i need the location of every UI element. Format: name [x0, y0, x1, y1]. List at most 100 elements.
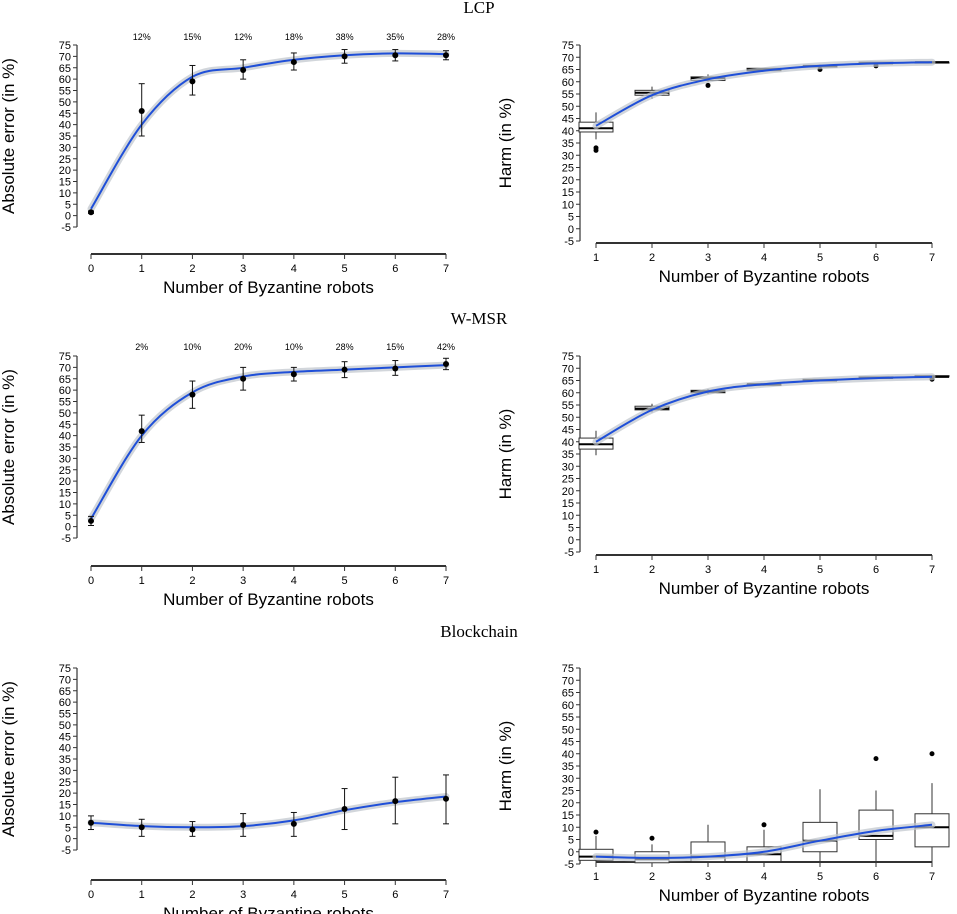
y-tick-label: 65	[59, 63, 71, 75]
x-tick-label: 4	[291, 889, 297, 901]
y-tick-label: 10	[562, 510, 574, 522]
y-tick-label: 60	[59, 697, 71, 709]
y-tick-label: -5	[564, 859, 574, 871]
x-tick-label: 7	[443, 889, 449, 901]
fit-line	[595, 61, 933, 127]
y-tick-label: 10	[59, 499, 71, 511]
y-tick-label: 5	[568, 523, 574, 535]
y-tick-label: 5	[65, 199, 71, 211]
x-tick-label: 0	[88, 889, 94, 901]
x-tick-label: 6	[392, 263, 398, 275]
y-tick-label: 75	[59, 351, 71, 363]
y-axis-title: Harm (in %)	[496, 721, 515, 812]
x-tick-label: 2	[189, 575, 195, 587]
percentage-label: 35%	[386, 32, 404, 42]
y-axis-title: Absolute error (in %)	[0, 369, 18, 525]
x-tick-label: 5	[342, 889, 348, 901]
data-point	[88, 517, 94, 524]
y-tick-label: 15	[59, 488, 71, 500]
x-tick-label: 3	[705, 871, 711, 883]
data-point	[341, 53, 348, 60]
y-tick-label: 25	[562, 163, 574, 175]
x-tick-label: 5	[342, 263, 348, 275]
outlier-point	[705, 82, 711, 88]
x-tick-label: 4	[761, 564, 767, 576]
y-tick-label: 70	[562, 52, 574, 64]
percentage-label: 18%	[285, 32, 303, 42]
percentage-label: 12%	[133, 32, 151, 42]
section-title-wmsr: W-MSR	[451, 309, 508, 328]
y-tick-label: 15	[562, 810, 574, 822]
y-tick-label: 55	[562, 89, 574, 101]
x-tick-label: 6	[873, 871, 879, 883]
y-tick-label: 15	[562, 498, 574, 510]
data-point	[392, 52, 399, 59]
y-tick-label: 0	[65, 522, 71, 534]
x-tick-label: 3	[240, 889, 246, 901]
y-tick-label: 70	[59, 51, 71, 63]
x-tick-label: 3	[705, 564, 711, 576]
x-axis-title: Number of Byzantine robots	[163, 904, 374, 914]
outlier-point	[593, 145, 599, 151]
y-tick-label: 65	[59, 686, 71, 698]
y-tick-label: 0	[65, 211, 71, 223]
y-tick-label: 20	[59, 165, 71, 177]
y-tick-label: 70	[562, 675, 574, 687]
y-tick-label: 30	[59, 453, 71, 465]
y-tick-label: 0	[568, 847, 574, 859]
y-tick-label: 60	[562, 700, 574, 712]
y-tick-label: 55	[59, 709, 71, 721]
x-tick-label: 4	[291, 575, 297, 587]
y-tick-label: 60	[59, 74, 71, 86]
fit-confidence-band	[592, 58, 936, 130]
fit-line	[90, 795, 447, 829]
x-tick-label: 3	[705, 252, 711, 264]
y-tick-label: 45	[562, 737, 574, 749]
y-tick-label: 40	[562, 437, 574, 449]
x-axis-title: Number of Byzantine robots	[659, 886, 870, 905]
outlier-point	[761, 822, 767, 828]
box	[914, 813, 950, 848]
y-tick-label: 70	[59, 674, 71, 686]
data-point	[88, 819, 94, 826]
data-point	[443, 795, 449, 802]
x-tick-label: 0	[88, 575, 94, 587]
y-tick-label: 50	[59, 97, 71, 109]
y-tick-label: -5	[564, 236, 574, 248]
x-tick-label: 1	[593, 564, 599, 576]
y-tick-label: 70	[59, 362, 71, 374]
y-tick-label: 5	[65, 510, 71, 522]
x-tick-label: 2	[189, 889, 195, 901]
y-tick-label: 0	[568, 224, 574, 236]
fit-line	[595, 375, 933, 443]
y-tick-label: 10	[562, 822, 574, 834]
x-axis-title: Number of Byzantine robots	[163, 590, 374, 609]
y-tick-label: 40	[59, 120, 71, 132]
y-tick-label: -5	[564, 547, 574, 559]
y-axis-title: Absolute error (in %)	[0, 58, 18, 214]
data-point	[290, 820, 297, 827]
y-tick-label: 65	[562, 688, 574, 700]
x-tick-label: 4	[761, 252, 767, 264]
data-point	[290, 59, 297, 66]
fit-line	[90, 364, 447, 520]
percentage-label: 28%	[336, 342, 354, 352]
y-tick-label: 55	[562, 712, 574, 724]
y-tick-label: 40	[59, 431, 71, 443]
data-point	[443, 52, 449, 59]
y-tick-label: 25	[562, 786, 574, 798]
x-tick-label: 3	[240, 575, 246, 587]
data-point	[290, 371, 297, 378]
percentage-label: 10%	[285, 342, 303, 352]
y-tick-label: 5	[568, 835, 574, 847]
data-point	[341, 806, 348, 813]
data-point	[240, 67, 247, 74]
x-tick-label: 5	[817, 564, 823, 576]
x-tick-label: 7	[929, 564, 935, 576]
x-axis-title: Number of Byzantine robots	[659, 579, 870, 598]
